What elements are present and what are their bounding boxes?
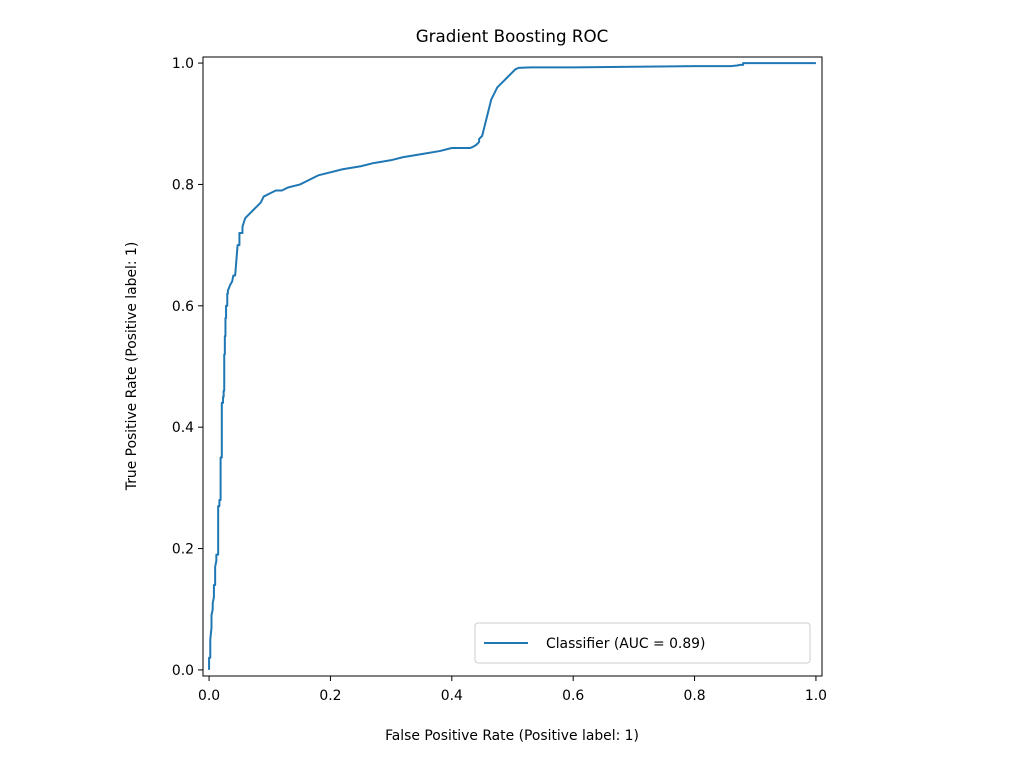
plot-area	[202, 56, 823, 677]
curve-layer	[208, 62, 816, 670]
chart-title: Gradient Boosting ROC	[416, 26, 609, 46]
legend-label: Classifier (AUC = 0.89)	[546, 636, 705, 652]
x-axis-ticks: 0.0 0.2 0.4 0.6 0.8 1.0	[198, 676, 827, 704]
y-axis-label: True Positive Rate (Positive label: 1)	[124, 242, 140, 491]
x-tick-label: 1.0	[805, 688, 827, 704]
axes-frame	[202, 56, 823, 677]
y-tick-label: 0.0	[172, 663, 194, 679]
legend: Classifier (AUC = 0.89)	[474, 622, 811, 664]
x-tick-label: 0.0	[198, 688, 220, 704]
y-tick-label: 1.0	[172, 56, 194, 72]
x-tick-label: 0.8	[684, 688, 706, 704]
x-tick-label: 0.4	[441, 688, 463, 704]
x-tick-label: 0.2	[319, 688, 341, 704]
x-tick-label: 0.6	[562, 688, 584, 704]
y-tick-label: 0.8	[172, 177, 194, 193]
y-tick-label: 0.4	[172, 420, 194, 436]
roc-curve-line	[208, 62, 816, 670]
y-axis-ticks: 0.0 0.2 0.4 0.6 0.8 1.0	[172, 56, 203, 679]
x-axis-label: False Positive Rate (Positive label: 1)	[385, 728, 639, 744]
y-tick-label: 0.2	[172, 542, 194, 558]
legend-box	[474, 622, 811, 664]
y-tick-label: 0.6	[172, 299, 194, 315]
